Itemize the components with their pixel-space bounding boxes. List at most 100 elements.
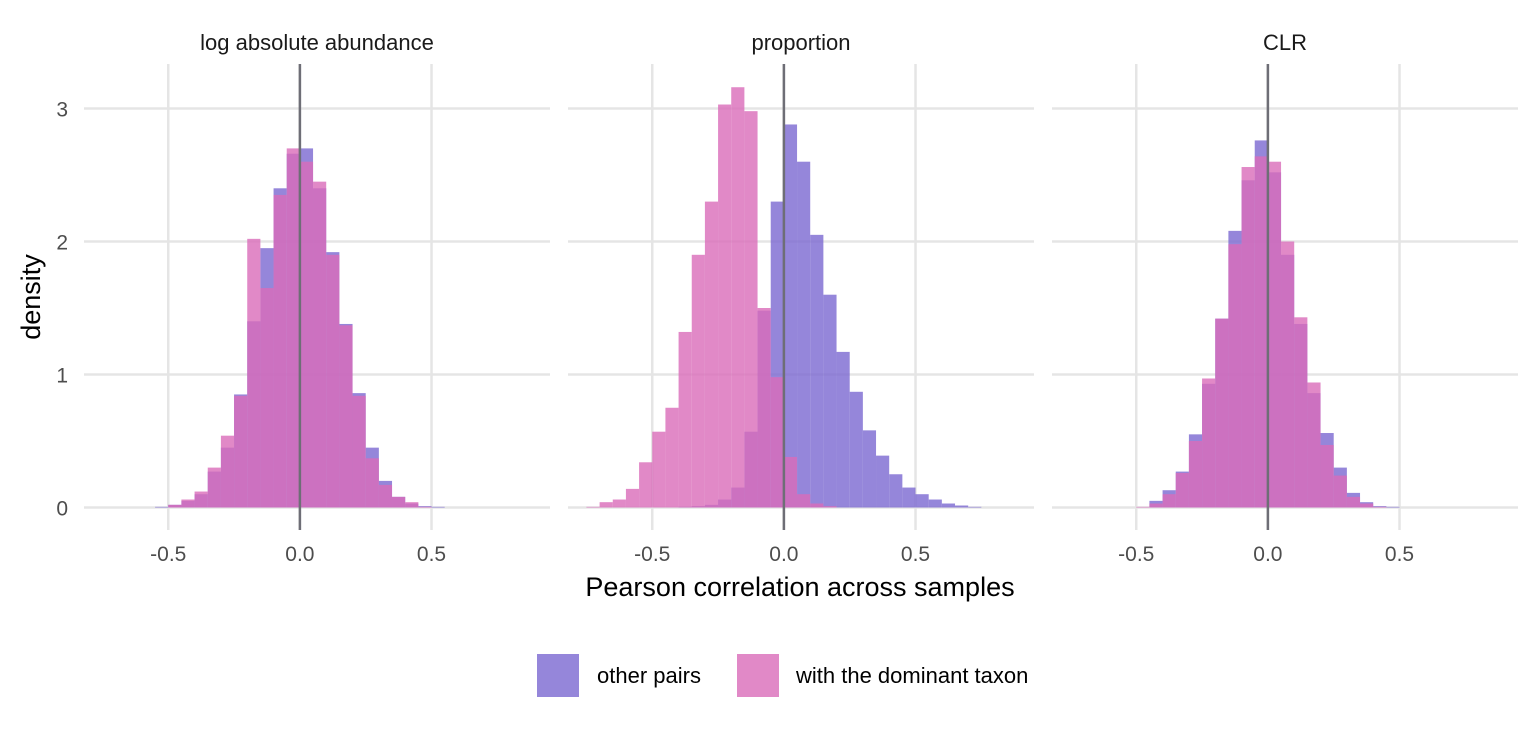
- histogram-bar: [678, 331, 692, 508]
- histogram-bar: [431, 506, 445, 508]
- histogram-bar: [770, 377, 784, 508]
- histogram-bar: [339, 325, 353, 508]
- histogram-bar: [194, 491, 208, 508]
- histogram-bar: [731, 87, 745, 508]
- histogram-bar: [783, 456, 798, 508]
- x-axis-title: Pearson correlation across samples: [585, 572, 1014, 602]
- histogram-bar: [928, 499, 942, 508]
- histogram-bar: [313, 181, 327, 508]
- histogram-bar: [968, 506, 982, 508]
- x-tick-label: 0.0: [1253, 543, 1282, 566]
- histogram-bar: [352, 395, 366, 508]
- x-tick-label: -0.5: [1118, 543, 1154, 566]
- histogram-bar: [941, 503, 956, 508]
- histogram-bar: [1307, 382, 1321, 508]
- histogram-bar: [286, 148, 300, 508]
- histogram-bar: [1346, 496, 1361, 508]
- histogram-bar: [757, 308, 771, 508]
- histogram-bar: [612, 499, 626, 508]
- histogram-bar: [365, 458, 379, 508]
- histogram-bar: [299, 161, 314, 508]
- x-tick-label: 0.5: [417, 543, 446, 566]
- panel-2: -0.5 0.0 0.5 proportion: [568, 30, 1034, 566]
- x-tick-label: 0.5: [901, 543, 930, 566]
- histogram-bar: [955, 505, 969, 508]
- histogram-bar: [1294, 317, 1308, 508]
- histogram-bar: [234, 395, 248, 508]
- x-tick-label: -0.5: [150, 543, 186, 566]
- histogram-bar: [704, 201, 719, 508]
- histogram-bar: [1320, 444, 1334, 508]
- histogram-bar: [862, 430, 877, 508]
- histogram-bar: [220, 435, 235, 508]
- histogram-bar: [797, 161, 811, 508]
- histogram-bar: [665, 407, 679, 508]
- histogram-bar: [1254, 156, 1268, 508]
- facet-title: CLR: [1263, 30, 1307, 55]
- histogram-bar: [1188, 441, 1203, 508]
- y-tick-label: 0: [56, 498, 68, 521]
- panel-3: -0.5 0.0 0.5 CLR: [1052, 30, 1518, 566]
- histogram-bar: [652, 431, 666, 508]
- x-tick-label: 0.0: [769, 543, 798, 566]
- histogram-bar: [207, 467, 221, 508]
- histogram-bar: [1360, 503, 1374, 508]
- panel-1: -0.5 0.0 0.5 log absolute abundance 0 1 2 3: [56, 30, 550, 566]
- y-tick-label: 3: [56, 99, 68, 122]
- histogram-bar: [902, 487, 916, 508]
- histogram-bar: [599, 502, 613, 508]
- histogram-bar: [849, 391, 863, 508]
- histogram-bar: [1281, 241, 1295, 508]
- histogram-bar: [392, 496, 406, 508]
- histogram-bar: [639, 462, 653, 508]
- series-dominant-taxon: [586, 87, 837, 508]
- facet-title: proportion: [751, 30, 850, 55]
- histogram-bar: [1202, 378, 1216, 508]
- histogram-bar: [405, 502, 419, 508]
- histogram-bar: [1333, 475, 1347, 508]
- legend-label-other-pairs: other pairs: [597, 663, 701, 688]
- histogram-bar: [1386, 506, 1400, 508]
- histogram-bar: [718, 104, 732, 508]
- histogram-bar: [836, 351, 850, 508]
- legend-key-other-pairs: [537, 654, 579, 697]
- histogram-bar: [1241, 167, 1255, 508]
- histogram-bar: [889, 474, 903, 508]
- histogram-bar: [1373, 506, 1387, 508]
- legend-label-dominant-taxon: with the dominant taxon: [795, 663, 1028, 688]
- x-tick-label: 0.5: [1385, 543, 1414, 566]
- histogram-bar: [915, 494, 929, 508]
- histogram-bar: [1162, 494, 1176, 508]
- histogram-bar: [744, 111, 758, 508]
- histogram-bar: [326, 254, 340, 508]
- histogram-bar: [876, 455, 890, 508]
- x-tick-label: -0.5: [634, 543, 670, 566]
- histogram-bar: [810, 503, 824, 508]
- histogram-bar: [823, 294, 837, 508]
- histogram-bar: [1136, 506, 1150, 508]
- series-dominant-taxon: [168, 148, 432, 508]
- histogram-bar: [155, 506, 169, 508]
- histogram-bar: [168, 504, 182, 508]
- histogram-bar: [1175, 472, 1189, 508]
- y-axis-title: density: [16, 254, 46, 340]
- legend-key-dominant-taxon: [737, 654, 779, 697]
- histogram-bar: [1149, 503, 1163, 508]
- x-tick-label: 0.0: [285, 543, 314, 566]
- histogram-bar: [783, 124, 798, 508]
- histogram-bar: [181, 499, 195, 508]
- legend: other pairs with the dominant taxon: [537, 654, 1028, 697]
- histogram-bar: [1215, 318, 1229, 508]
- y-tick-label: 1: [56, 365, 68, 388]
- series-dominant-taxon: [1136, 156, 1387, 508]
- histogram-bar: [247, 238, 261, 508]
- facet-title: log absolute abundance: [200, 30, 434, 55]
- histogram-bar: [378, 484, 393, 508]
- histogram-bar: [691, 254, 705, 508]
- histogram-bar: [273, 194, 287, 508]
- histogram-bar: [586, 506, 600, 508]
- histogram-bar: [260, 288, 274, 508]
- histogram-bar: [1228, 244, 1242, 508]
